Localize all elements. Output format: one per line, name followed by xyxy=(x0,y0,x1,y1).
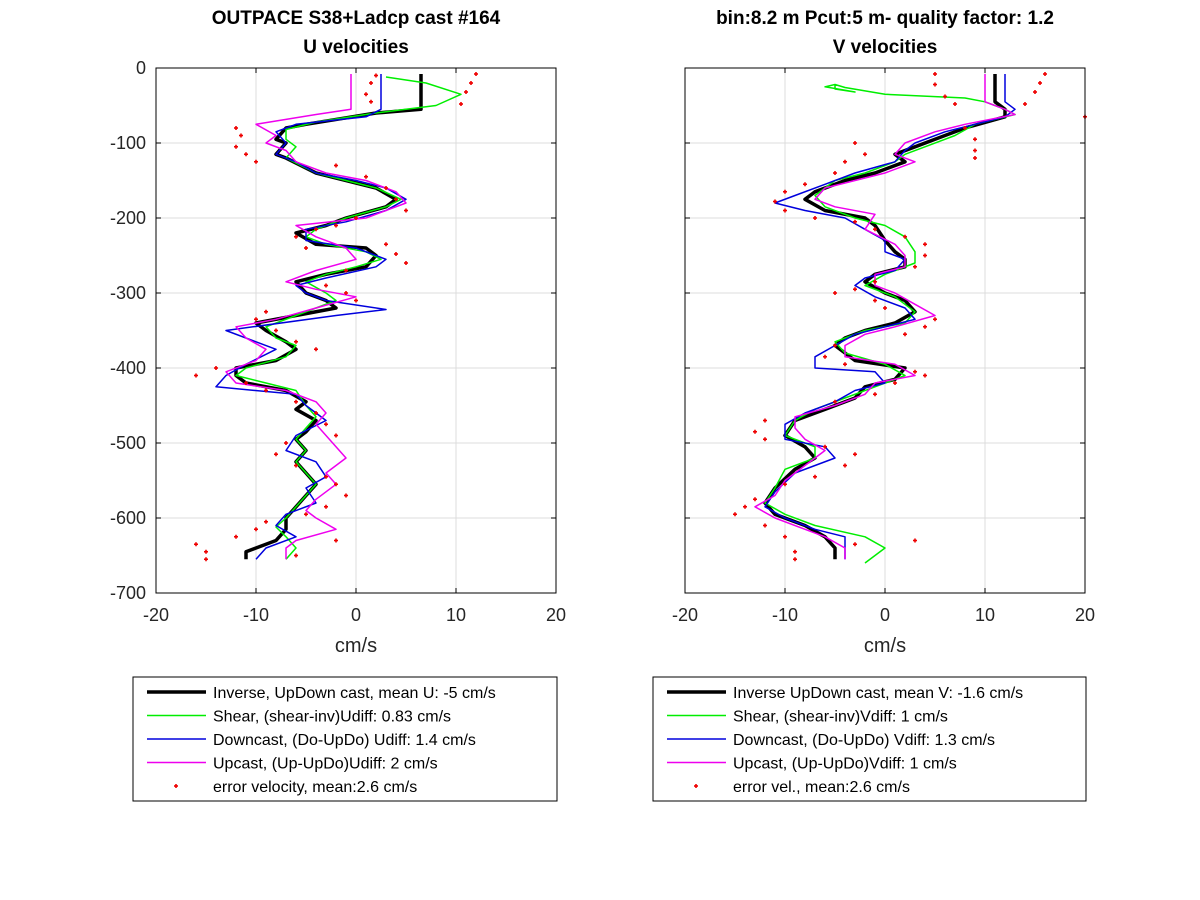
x-tick-label: 0 xyxy=(351,605,361,625)
legend: Inverse, UpDown cast, mean U: -5 cm/s She… xyxy=(132,676,558,802)
legend-label: Shear, (shear-inv)Vdiff: 1 cm/s xyxy=(733,709,948,726)
x-tick-label: -20 xyxy=(143,605,169,625)
chart-subtitle: V velocities xyxy=(833,37,938,58)
legend-label: Inverse UpDown cast, mean V: -1.6 cm/s xyxy=(733,685,1023,702)
y-tick-label: 0 xyxy=(136,58,146,78)
y-tick-label: -600 xyxy=(110,508,146,528)
x-tick-label: -20 xyxy=(672,605,698,625)
grid xyxy=(155,67,557,594)
y-tick-label: -500 xyxy=(110,433,146,453)
series-line-1 xyxy=(235,76,462,560)
x-tick-label: 10 xyxy=(975,605,995,625)
axis-ticks: -20 -10 0 10 200-100-200-300-400-500-600-700 xyxy=(110,58,566,625)
y-tick-label: -300 xyxy=(110,283,146,303)
chart-title: OUTPACE S38+Ladcp cast #164 xyxy=(212,8,501,29)
legend-label: error velocity, mean:2.6 cm/s xyxy=(213,779,417,796)
u-velocity-panel: OUTPACE S38+Ladcp cast #164 U velocities… xyxy=(110,8,566,802)
legend-label: Shear, (shear-inv)Udiff: 0.83 cm/s xyxy=(213,709,451,726)
x-axis-label: cm/s xyxy=(864,635,906,657)
error-points-layer xyxy=(733,72,1087,562)
legend-label: Downcast, (Do-UpDo) Vdiff: 1.3 cm/s xyxy=(733,732,995,749)
x-tick-label: 20 xyxy=(1075,605,1095,625)
series-line-0 xyxy=(763,74,1007,560)
legend-label: error vel., mean:2.6 cm/s xyxy=(733,779,910,796)
y-tick-label: -100 xyxy=(110,133,146,153)
chart-subtitle: U velocities xyxy=(303,37,409,58)
x-tick-label: 10 xyxy=(446,605,466,625)
v-velocity-panel: bin:8.2 m Pcut:5 m- quality factor: 1.2 … xyxy=(652,8,1095,802)
y-tick-label: -400 xyxy=(110,358,146,378)
series-line-3 xyxy=(754,74,1016,560)
x-axis-label: cm/s xyxy=(335,635,377,657)
legend-label: Inverse, UpDown cast, mean U: -5 cm/s xyxy=(213,685,496,702)
chart-title: bin:8.2 m Pcut:5 m- quality factor: 1.2 xyxy=(716,8,1054,29)
legend-label: Upcast, (Up-UpDo)Vdiff: 1 cm/s xyxy=(733,756,957,773)
legend-label: Downcast, (Do-UpDo) Udiff: 1.4 cm/s xyxy=(213,732,476,749)
error-points-layer xyxy=(194,72,478,562)
series-layer xyxy=(754,74,1016,564)
grid xyxy=(684,67,1086,594)
legend-label: Upcast, (Up-UpDo)Udiff: 2 cm/s xyxy=(213,756,438,773)
axis-ticks: -20 -10 0 10 20 xyxy=(672,67,1095,625)
series-line-3 xyxy=(225,74,407,560)
y-tick-label: -200 xyxy=(110,208,146,228)
legend: Inverse UpDown cast, mean V: -1.6 cm/s Sh… xyxy=(652,676,1087,802)
x-tick-label: 0 xyxy=(880,605,890,625)
x-tick-label: -10 xyxy=(772,605,798,625)
y-tick-label: -700 xyxy=(110,583,146,603)
series-layer xyxy=(215,74,462,560)
x-tick-label: -10 xyxy=(243,605,269,625)
series-line-2 xyxy=(215,74,407,560)
x-tick-label: 20 xyxy=(546,605,566,625)
series-line-2 xyxy=(764,74,1016,560)
